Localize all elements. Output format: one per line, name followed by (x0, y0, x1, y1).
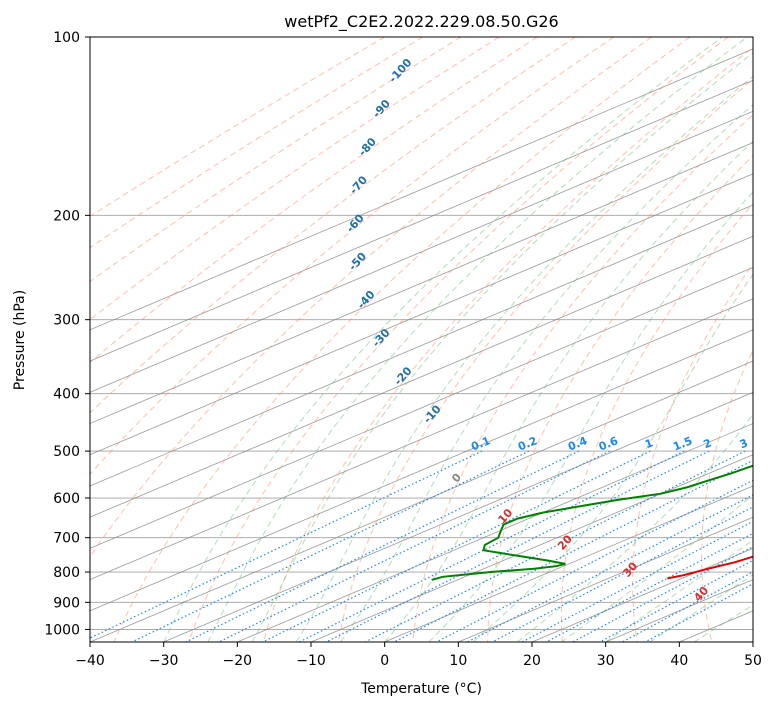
dry-adiabat-line (90, 37, 424, 249)
mixing-ratio-line (644, 583, 753, 642)
mixing-ratio-line (365, 450, 746, 642)
mixing-ratio-line (218, 450, 610, 642)
isotherm-line (310, 454, 753, 642)
dry-adiabat-line (90, 37, 652, 558)
isotherm-line (237, 423, 753, 642)
moist-adiabat-line (561, 494, 753, 642)
moist-adiabat-line (207, 37, 748, 642)
isotherm-line (90, 173, 753, 456)
dry-adiabat-line (188, 37, 729, 642)
plot-frame (89, 36, 754, 643)
moist-adiabat-line (472, 273, 753, 642)
profile-lines (431, 464, 753, 581)
isotherm-line (90, 142, 753, 424)
y-tick-label: 100 (53, 30, 80, 46)
dry-adiabat-line (632, 262, 753, 642)
isotherm-line (90, 110, 753, 393)
x-tick-label: 50 (744, 653, 762, 669)
moist-adiabat-line (340, 103, 753, 642)
dry-adiabat-line (90, 37, 500, 321)
mixing-ratio-line (467, 494, 753, 642)
moist-adiabat-line (295, 75, 753, 642)
mixing-ratio-line (599, 559, 753, 642)
x-tick-label: 40 (670, 653, 688, 669)
moist-adiabat-line (605, 539, 753, 642)
mixing-ratio-line (521, 520, 753, 642)
isotherm-line (384, 485, 753, 642)
x-tick-label: −10 (296, 653, 326, 669)
dry-adiabat-line (90, 37, 538, 364)
isotherm-line (90, 360, 753, 642)
axes: −40 −30 −20 −10 0 10 20 30 40 50 100 200 300 400 500 60… (44, 30, 762, 669)
mixing-ratio-label: 1 (643, 436, 655, 451)
moist-adiabat-line (428, 191, 753, 642)
y-tick-label: 600 (53, 491, 80, 507)
dry-adiabat-line (90, 37, 576, 414)
y-tick-label: 1000 (44, 622, 80, 638)
dry-adiabat-line (337, 78, 753, 642)
dry-adiabat-line (412, 114, 753, 642)
dry-adiabat-line (90, 37, 614, 476)
y-tick-label: 800 (53, 565, 80, 581)
mixing-ratio-label: 2 (702, 436, 714, 451)
moist-adiabat-line (251, 52, 753, 642)
isotherm-line (458, 516, 753, 642)
moist-adiabat-line (384, 140, 753, 642)
y-tick-label: 400 (53, 387, 80, 403)
isotherm-line (90, 235, 753, 518)
y-axis-title: Pressure (hPa) (12, 290, 28, 390)
moist-adiabat-line (516, 413, 753, 642)
mixing-ratio-line (492, 506, 753, 642)
isotherm-line (163, 391, 753, 642)
isotherm-line (90, 204, 753, 487)
dewpoint-profile-line (431, 464, 753, 581)
mixing-ratio-line (131, 450, 530, 642)
y-tick-label: 300 (53, 313, 80, 329)
y-tick-label: 700 (53, 531, 80, 547)
moist-adiabat-line (163, 37, 723, 642)
dry-adiabat-line (263, 46, 753, 642)
x-tick-label: −30 (149, 653, 179, 669)
isotherm-line (90, 48, 753, 331)
background-lines (90, 37, 753, 642)
chart-title: wetPf2_C2E2.2022.229.08.50.G26 (284, 12, 558, 32)
dry-adiabat-line (560, 202, 753, 642)
mixing-ratio-line (325, 450, 710, 642)
x-tick-label: −40 (75, 653, 105, 669)
x-tick-label: 0 (380, 653, 389, 669)
mixing-ratio-line (393, 459, 753, 642)
x-tick-label: 30 (597, 653, 615, 669)
mixing-ratio-line (185, 450, 580, 642)
mixing-ratio-label: 3 (738, 436, 750, 451)
x-tick-label: −20 (223, 653, 253, 669)
y-tick-label: 200 (53, 208, 80, 224)
isotherm-line (90, 79, 753, 362)
x-axis-title: Temperature (°C) (360, 681, 482, 697)
isotherm-line (90, 329, 753, 612)
x-tick-label: 10 (449, 653, 467, 669)
isotherm-line (90, 266, 753, 549)
y-tick-label: 900 (53, 595, 80, 611)
x-tick-label: 20 (523, 653, 541, 669)
dry-adiabat-line (487, 154, 753, 642)
isotherm-line (90, 298, 753, 581)
mixing-ratio-line (262, 450, 651, 642)
y-tick-label: 500 (53, 444, 80, 460)
